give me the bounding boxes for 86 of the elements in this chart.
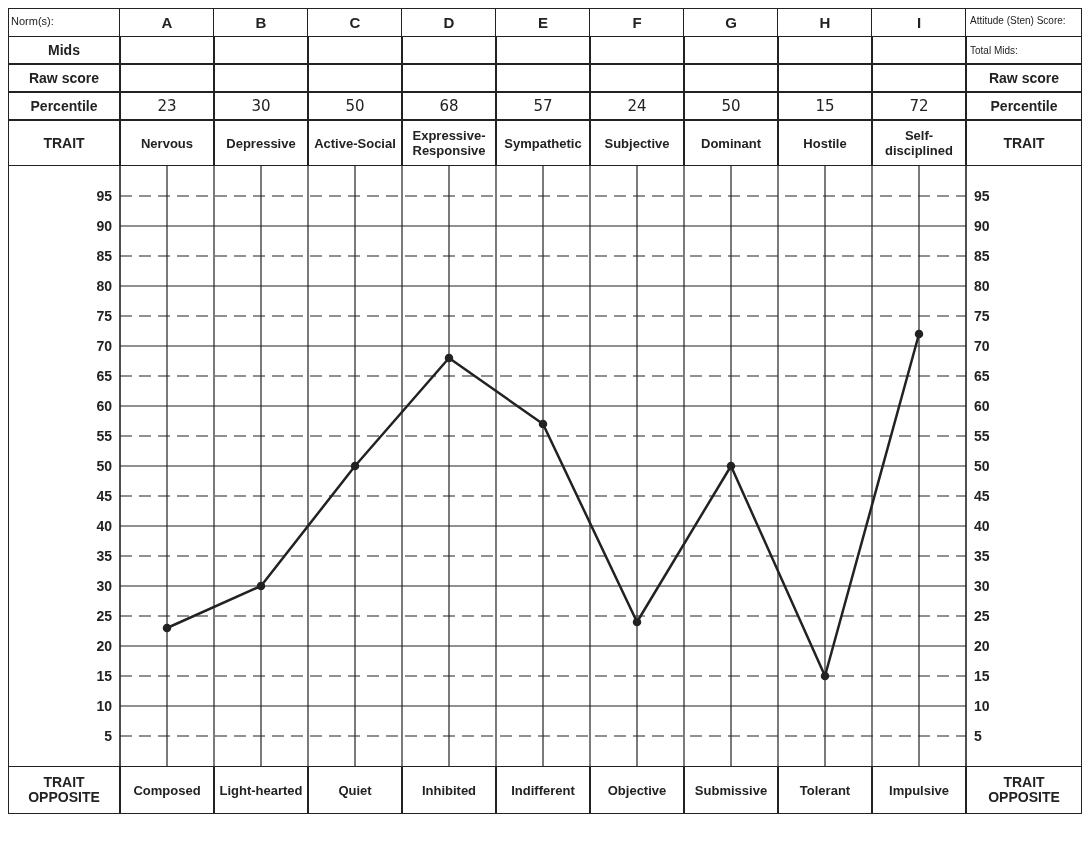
y2-tick-label: 85	[974, 247, 990, 264]
y2-tick-label: 45	[974, 487, 990, 504]
y2-tick-label: 25	[974, 607, 990, 624]
text: Tolerant	[778, 766, 872, 814]
text: Submissive	[684, 766, 778, 814]
y-tick-label: 75	[96, 307, 113, 324]
y-tick-label: 5	[104, 727, 113, 744]
data-label: 30	[214, 92, 308, 120]
text: Subjective	[590, 120, 684, 166]
y2-tick-label: 70	[974, 337, 990, 354]
text: Sympathetic	[496, 120, 590, 166]
data-label: 15	[778, 92, 872, 120]
y2-tick-label: 95	[974, 187, 990, 204]
data-label: 23	[120, 92, 214, 120]
y-tick-label: 20	[96, 637, 113, 654]
text: TRAIT OPPOSITE	[966, 766, 1082, 814]
data-label: 57	[496, 92, 590, 120]
text: Indifferent	[496, 766, 590, 814]
data-label: 24	[590, 92, 684, 120]
y-tick-label: 15	[96, 667, 113, 684]
text: Composed	[120, 766, 214, 814]
y-tick-label: 50	[96, 457, 113, 474]
y-tick-label: 30	[96, 577, 113, 594]
text: Quiet	[308, 766, 402, 814]
x-tick-label: C	[349, 14, 361, 31]
x-tick-label: E	[537, 14, 549, 31]
text: Raw score	[8, 64, 120, 92]
text: Objective	[590, 766, 684, 814]
y2-tick-label: 60	[974, 397, 990, 414]
text: Mids	[8, 36, 120, 64]
y-tick-label: 65	[96, 367, 113, 384]
y-tick-label: 55	[96, 427, 113, 444]
text: Impulsive	[872, 766, 966, 814]
y2-tick-label: 80	[974, 277, 990, 294]
y-tick-label: 10	[96, 697, 113, 714]
y-tick-label: 85	[96, 247, 113, 264]
y-tick-label: 95	[96, 187, 113, 204]
y-tick-label: 45	[96, 487, 113, 504]
x-tick-label: A	[161, 14, 173, 31]
x-tick-label: G	[725, 14, 737, 31]
data-label: 50	[684, 92, 778, 120]
text: Nervous	[120, 120, 214, 166]
y2-tick-label: 65	[974, 367, 990, 384]
y-tick-label: 70	[96, 337, 113, 354]
y2-tick-label: 30	[974, 577, 990, 594]
y-tick-label: 80	[96, 277, 113, 294]
text: Percentile	[966, 92, 1082, 120]
y2-tick-label: 50	[974, 457, 990, 474]
y2-tick-label: 40	[974, 517, 990, 534]
x-tick-label: H	[819, 14, 831, 31]
y-tick-label: 25	[96, 607, 113, 624]
y-tick-label: 60	[96, 397, 113, 414]
text: Expressive-Responsive	[402, 120, 496, 166]
text: TRAIT	[8, 120, 120, 166]
text: Inhibited	[402, 766, 496, 814]
y2-tick-label: 15	[974, 667, 990, 684]
text: Raw score	[966, 64, 1082, 92]
text: Light-hearted	[214, 766, 308, 814]
text: Active-Social	[308, 120, 402, 166]
text: TRAIT OPPOSITE	[8, 766, 120, 814]
y2-tick-label: 20	[974, 637, 990, 654]
y-tick-label: 40	[96, 517, 113, 534]
x-tick-label: B	[255, 14, 267, 31]
x-tick-label: F	[632, 14, 642, 31]
text: TRAIT	[966, 120, 1082, 166]
y2-tick-label: 75	[974, 307, 990, 324]
y2-tick-label: 10	[974, 697, 990, 714]
text: Dominant	[684, 120, 778, 166]
x-tick-label: D	[443, 14, 455, 31]
y2-tick-label: 5	[974, 727, 982, 744]
text: Total Mids:	[966, 36, 1082, 64]
text: Attitude (Sten) Score:	[970, 15, 1066, 26]
y-tick-label: 35	[96, 547, 113, 564]
x-tick-label: I	[916, 14, 922, 31]
data-label: 68	[402, 92, 496, 120]
y2-tick-label: 35	[974, 547, 990, 564]
y2-tick-label: 90	[974, 217, 990, 234]
data-label: 72	[872, 92, 966, 120]
text: Norm(s):	[11, 15, 54, 27]
y-tick-label: 90	[96, 217, 113, 234]
data-label: 50	[308, 92, 402, 120]
y2-tick-label: 55	[974, 427, 990, 444]
text: Self-disciplined	[872, 120, 966, 166]
text: Depressive	[214, 120, 308, 166]
text: Hostile	[778, 120, 872, 166]
text: Percentile	[8, 92, 120, 120]
